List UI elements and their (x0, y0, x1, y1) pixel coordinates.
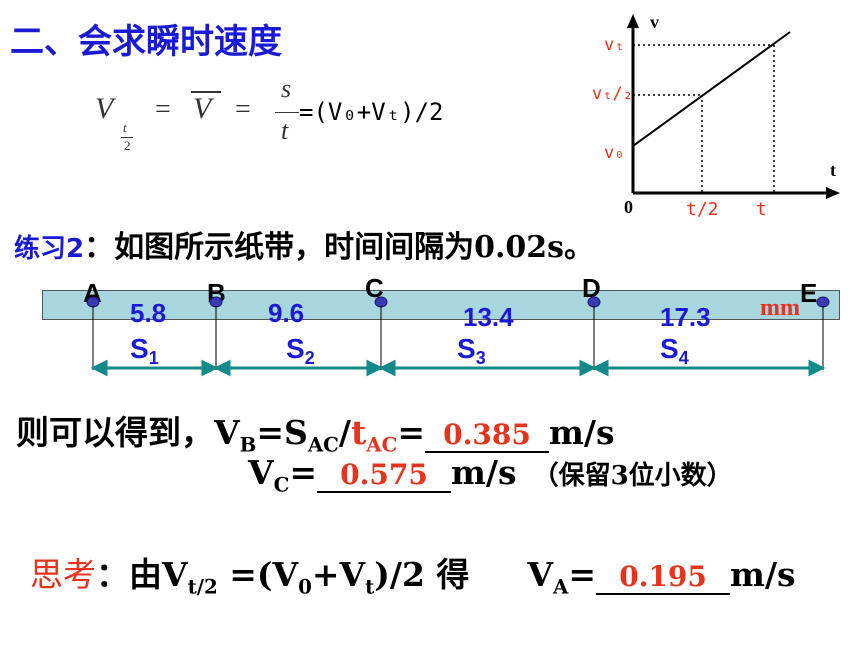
think-mid2: +V (311, 555, 366, 594)
va-answer: 0.195 (596, 560, 731, 595)
think-mid1: =(V (217, 555, 299, 594)
section-heading: 二、会求瞬时速度 (10, 22, 282, 62)
formula-vbar-line (191, 91, 221, 93)
formula-sub-fraction-line (121, 137, 133, 138)
va-sub: A (553, 574, 569, 599)
result-vb: 则可以得到，VB=SAC/tAC= 0.385 m/s (16, 406, 615, 457)
tape-markings: A B C D E 5.8 9.6 13.4 17.3 mm S1 S2 S3 … (83, 273, 830, 377)
dot-b (209, 296, 223, 308)
point-e-label: E (800, 278, 817, 308)
paper-tape (42, 290, 840, 320)
think-line: 思考：由Vt/2 =(V0+Vt)/2 得 VA= 0.195 m/s (30, 548, 796, 599)
formula-vbar: V (193, 92, 212, 125)
arrow-s4-right (808, 359, 826, 377)
segment-s1: S1 (130, 333, 159, 368)
formula-sub-t: t (123, 120, 127, 135)
t-label: t (756, 199, 767, 220)
vc-note: （保留3位小数） (532, 461, 733, 491)
vb-symbol: V (214, 413, 240, 452)
arrow-s1-right (201, 359, 219, 377)
vc-sub: C (273, 472, 290, 497)
vb-slash: / (338, 413, 351, 452)
result-prefix: 则可以得到， (16, 413, 214, 452)
arrow-s3-right (579, 359, 597, 377)
t-axis-arrow (826, 187, 840, 199)
dot-e (816, 296, 830, 308)
length-cd: 13.4 (463, 302, 514, 332)
formula-denominator: t (281, 116, 289, 145)
segment-s2: S2 (286, 333, 315, 368)
vt2-label: vₜ/₂ (592, 84, 633, 104)
velocity-line (632, 31, 791, 147)
arrow-s4-left (591, 359, 609, 377)
va-symbol: V (527, 555, 554, 594)
practice-label: 练习2 (14, 234, 85, 264)
tac-symbol: t (350, 413, 367, 452)
v0-label: v₀ (604, 143, 624, 163)
arrow-s2-right (366, 359, 384, 377)
v-axis-arrow (627, 14, 639, 28)
length-unit: mm (760, 295, 800, 321)
vc-symbol: V (248, 453, 274, 492)
formula-fraction-line (275, 112, 299, 113)
think-sub3: t (365, 574, 375, 599)
practice-line: 练习2：如图所示纸带，时间间隔为0.02s。 (14, 222, 594, 266)
dot-a (86, 296, 100, 308)
think-mid3: )/2 得 (374, 555, 470, 594)
segment-s3: S3 (457, 333, 486, 368)
tac-sub: AC (366, 432, 398, 457)
formula-sub-2: 2 (124, 138, 131, 153)
formula-rhs: =(V₀+Vₜ)/2 (299, 98, 444, 126)
vt-graph: v t 0 vₜ vₜ/₂ v₀ t/2 t (592, 12, 840, 220)
vc-eq: = (289, 453, 318, 492)
dot-c (374, 296, 388, 308)
vc-answer: 0.575 (317, 452, 452, 493)
vb-answer: 0.385 (424, 418, 549, 453)
formula-numerator: s (281, 74, 292, 103)
dot-d (587, 296, 601, 308)
formula: V t 2 = V = s t =(V₀+Vₜ)/2 (95, 74, 455, 162)
think-colon: ：由V (96, 555, 188, 594)
t2-label: t/2 (686, 199, 719, 220)
point-c-label: C (365, 273, 384, 303)
point-d-label: D (582, 273, 601, 303)
length-de: 17.3 (660, 302, 711, 332)
vb-unit: m/s (548, 413, 615, 452)
formula-eq1: = (155, 94, 171, 125)
formula-v: V (95, 92, 114, 125)
va-unit: m/s (730, 555, 796, 594)
think-sub1: t/2 (187, 574, 218, 599)
formula-eq2: = (235, 94, 251, 125)
sac-sub: AC (307, 432, 339, 457)
vc-unit: m/s (451, 453, 517, 492)
length-ab: 5.8 (130, 298, 166, 328)
vb-mid: =S (256, 413, 308, 452)
axis-v-label: v (650, 12, 659, 32)
think-label: 思考 (30, 555, 96, 594)
origin-label: 0 (624, 197, 633, 217)
arrow-s1-left (90, 359, 108, 377)
vb-sub: B (239, 432, 257, 457)
length-bc: 9.6 (268, 298, 304, 328)
segment-s4: S4 (660, 333, 689, 368)
vb-eq: = (397, 413, 425, 452)
axis-t-label: t (830, 160, 836, 180)
arrow-s2-left (213, 359, 231, 377)
result-vc: VC= 0.575 m/s （保留3位小数） (248, 452, 733, 497)
think-sub2: 0 (298, 574, 312, 599)
practice-text: ：如图所示纸带，时间间隔为0.02s。 (84, 230, 595, 265)
arrow-s3-left (378, 359, 396, 377)
va-eq: = (568, 555, 597, 594)
vt-label: vₜ (604, 35, 624, 55)
